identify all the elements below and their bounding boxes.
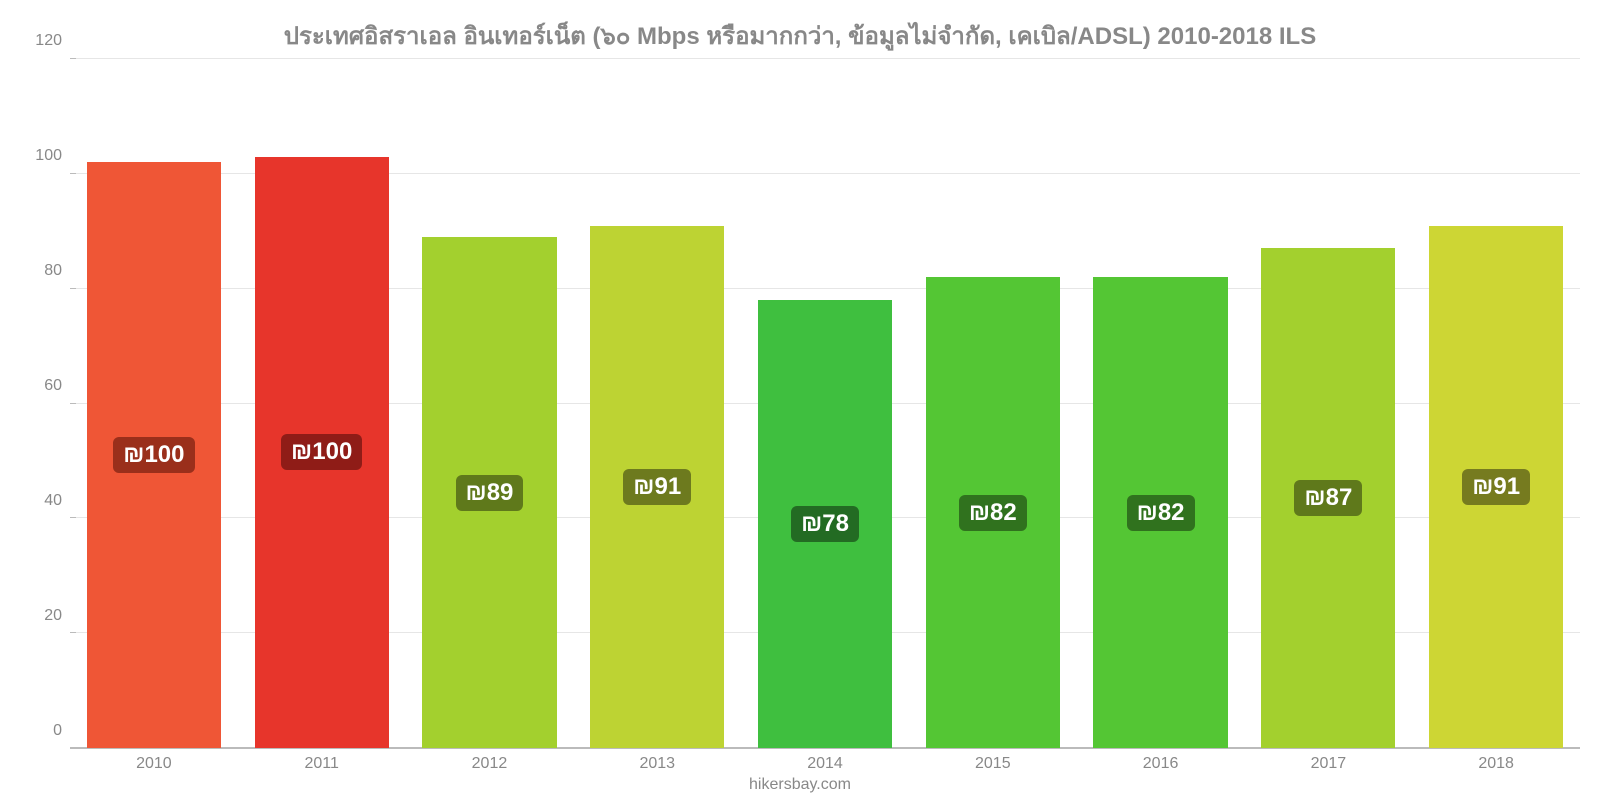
bar-value-label: ₪78: [791, 506, 859, 542]
bar: ₪91: [590, 226, 724, 748]
bar-slot: ₪78: [741, 59, 909, 748]
x-tick-label: 2015: [909, 749, 1077, 779]
bar-value-label: ₪100: [281, 434, 362, 470]
bar-slot: ₪82: [1077, 59, 1245, 748]
bar: ₪91: [1429, 226, 1563, 748]
x-tick-label: 2014: [741, 749, 909, 779]
bar: ₪100: [255, 157, 389, 748]
y-tick-label: 0: [53, 722, 62, 740]
bar-value-label: ₪87: [1294, 480, 1362, 516]
y-tick-label: 100: [35, 147, 62, 165]
source-label: hikersbay.com: [0, 776, 1600, 794]
y-tick-label: 60: [44, 377, 62, 395]
bar-slot: ₪100: [238, 59, 406, 748]
bar-chart: ประเทศอิสราเอล อินเทอร์เน็ต (๖๐ Mbps หรื…: [0, 0, 1600, 800]
bar: ₪78: [758, 300, 892, 748]
x-tick-label: 2017: [1244, 749, 1412, 779]
y-tick-label: 80: [44, 262, 62, 280]
bar: ₪100: [87, 162, 221, 748]
bar: ₪89: [422, 237, 556, 748]
bar-value-label: ₪89: [456, 475, 524, 511]
y-tick-label: 20: [44, 607, 62, 625]
x-tick-label: 2013: [573, 749, 741, 779]
bar-value-label: ₪91: [1462, 469, 1530, 505]
bar-slot: ₪87: [1244, 59, 1412, 748]
chart-title: ประเทศอิสราเอล อินเทอร์เน็ต (๖๐ Mbps หรื…: [20, 10, 1580, 59]
bar-value-label: ₪100: [113, 437, 194, 473]
x-tick-label: 2012: [406, 749, 574, 779]
y-axis: 020406080100120: [20, 59, 70, 749]
bar-value-label: ₪91: [623, 469, 691, 505]
x-tick-label: 2010: [70, 749, 238, 779]
bar-slot: ₪91: [1412, 59, 1580, 748]
bar-slot: ₪91: [573, 59, 741, 748]
bar-slot: ₪100: [70, 59, 238, 748]
plot-area: 020406080100120 ₪100₪100₪89₪91₪78₪82₪82₪…: [20, 59, 1580, 749]
bar: ₪82: [926, 277, 1060, 748]
x-tick-label: 2016: [1077, 749, 1245, 779]
bar: ₪82: [1093, 277, 1227, 748]
bar: ₪87: [1261, 248, 1395, 748]
bar-slot: ₪82: [909, 59, 1077, 748]
x-tick-label: 2018: [1412, 749, 1580, 779]
plot: ₪100 ₪100 ₪89 ₪91 ₪78 ₪82 ₪82 ₪87 ₪91: [70, 59, 1580, 749]
x-axis: 201020112012201320142015201620172018: [70, 749, 1580, 779]
bar-value-label: ₪82: [959, 495, 1027, 531]
x-tick-label: 2011: [238, 749, 406, 779]
bar-value-label: ₪82: [1127, 495, 1195, 531]
y-tick-label: 120: [35, 32, 62, 50]
bars-container: ₪100 ₪100 ₪89 ₪91 ₪78 ₪82 ₪82 ₪87 ₪91: [70, 59, 1580, 748]
y-tick-label: 40: [44, 492, 62, 510]
bar-slot: ₪89: [406, 59, 574, 748]
